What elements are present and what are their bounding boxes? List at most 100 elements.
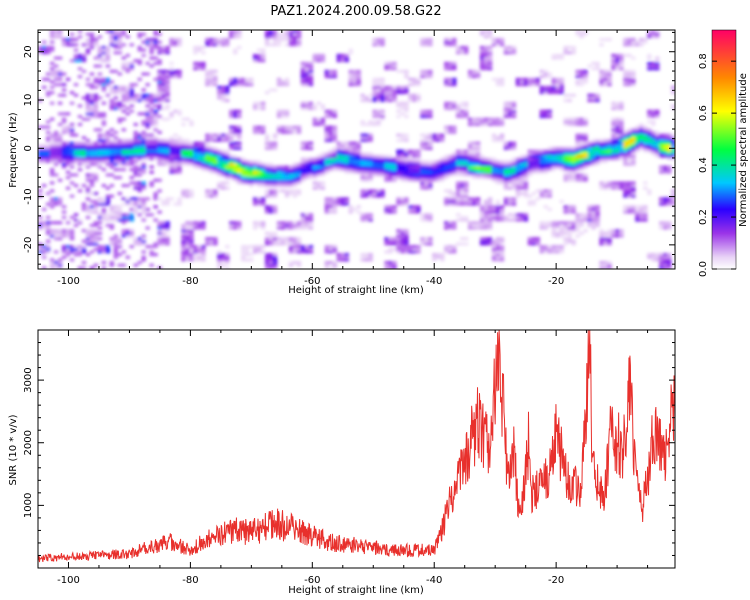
heatmap-cell	[101, 157, 107, 161]
heatmap-cell	[153, 178, 158, 182]
heatmap-cell	[256, 199, 262, 204]
heatmap-cell	[559, 223, 564, 227]
heatmap-cell	[45, 247, 51, 251]
heatmap-cell	[280, 221, 286, 225]
heatmap-cell	[189, 226, 194, 230]
heatmap-cell	[217, 266, 222, 269]
heatmap-cell	[133, 181, 138, 185]
heatmap-cell	[579, 120, 584, 124]
heatmap-cell	[268, 181, 274, 185]
heatmap-cell	[428, 181, 433, 185]
heatmap-cell	[631, 210, 636, 214]
heatmap-cell	[141, 258, 146, 262]
heatmap-cell	[121, 218, 126, 222]
heatmap-cell	[177, 149, 182, 153]
heatmap-cell	[201, 152, 206, 156]
heatmap-cell	[611, 149, 616, 153]
heatmap-cell	[57, 231, 63, 235]
heatmap-cell	[53, 261, 59, 265]
heatmap-cell	[603, 69, 608, 73]
heatmap-cell	[487, 165, 493, 169]
heatmap-cell	[137, 261, 142, 265]
heatmap-cell	[491, 178, 497, 182]
heatmap-cell	[161, 48, 166, 52]
heatmap-cell	[264, 263, 270, 267]
heatmap-cell	[671, 136, 675, 140]
heatmap-cell	[376, 194, 381, 198]
heatmap-cell	[173, 141, 178, 145]
heatmap-cell	[659, 138, 664, 142]
heatmap-cell	[547, 168, 552, 172]
heatmap-cell	[471, 117, 477, 121]
heatmap-cell	[101, 197, 107, 201]
heatmap-cell	[296, 250, 302, 254]
heatmap-cell	[157, 130, 162, 134]
heatmap-cell	[304, 83, 310, 87]
heatmap-cell	[49, 45, 55, 49]
heatmap-cell	[61, 83, 67, 87]
heatmap-cell	[260, 184, 266, 188]
heatmap-cell	[583, 178, 588, 182]
heatmap-cell	[137, 239, 142, 243]
heatmap-cell	[85, 239, 91, 243]
heatmap-cell	[61, 72, 67, 76]
heatmap-cell	[320, 59, 326, 63]
heatmap-cell	[312, 186, 318, 190]
heatmap-cell	[300, 144, 306, 148]
heatmap-cell	[499, 215, 505, 219]
heatmap-cell	[81, 59, 87, 63]
heatmap-cell	[81, 154, 87, 158]
heatmap-cell	[53, 146, 59, 150]
heatmap-cell	[308, 176, 314, 180]
heatmap-cell	[97, 141, 103, 145]
heatmap-cell	[591, 223, 596, 227]
heatmap-cell	[448, 250, 453, 254]
heatmap-cell	[428, 112, 433, 116]
heatmap-cell	[316, 165, 322, 169]
heatmap-cell	[173, 170, 178, 174]
heatmap-cell	[229, 144, 234, 148]
heatmap-cell	[316, 168, 322, 172]
heatmap-cell	[113, 247, 119, 251]
heatmap-cell	[547, 149, 552, 153]
heatmap-cell	[651, 136, 656, 140]
heatmap-cell	[495, 207, 501, 211]
heatmap-cell	[404, 231, 409, 235]
heatmap-cell	[233, 128, 238, 132]
heatmap-cell	[264, 168, 270, 172]
heatmap-cell	[77, 157, 83, 161]
heatmap-cell	[177, 154, 182, 158]
heatmap-cell	[189, 253, 194, 257]
heatmap-cell	[169, 141, 174, 145]
heatmap-cell	[284, 165, 290, 169]
heatmap-cell	[615, 186, 620, 190]
heatmap-cell	[412, 93, 417, 97]
heatmap-cell	[221, 96, 226, 100]
heatmap-cell	[256, 130, 262, 134]
heatmap-cell	[551, 152, 556, 156]
heatmap-cell	[647, 30, 652, 34]
heatmap-cell	[264, 35, 270, 39]
heatmap-cell	[141, 199, 146, 204]
heatmap-cell	[595, 154, 600, 158]
heatmap-cell	[197, 64, 202, 68]
heatmap-cell	[611, 107, 616, 111]
heatmap-cell	[249, 170, 254, 174]
heatmap-cell	[563, 229, 568, 233]
heatmap-cell	[121, 91, 126, 95]
heatmap-cell	[308, 213, 314, 217]
heatmap-cell	[117, 117, 123, 121]
heatmap-cell	[101, 45, 107, 49]
heatmap-cell	[663, 199, 668, 204]
heatmap-cell	[380, 91, 385, 95]
heatmap-cell	[575, 178, 580, 182]
heatmap-cell	[527, 160, 533, 164]
heatmap-cell	[284, 173, 290, 177]
heatmap-cell	[141, 184, 146, 188]
heatmap-cell	[655, 146, 660, 150]
heatmap-cell	[300, 176, 306, 180]
heatmap-cell	[364, 255, 369, 259]
heatmap-cell	[241, 173, 246, 177]
heatmap-cell	[280, 109, 286, 113]
heatmap-cell	[308, 168, 314, 172]
